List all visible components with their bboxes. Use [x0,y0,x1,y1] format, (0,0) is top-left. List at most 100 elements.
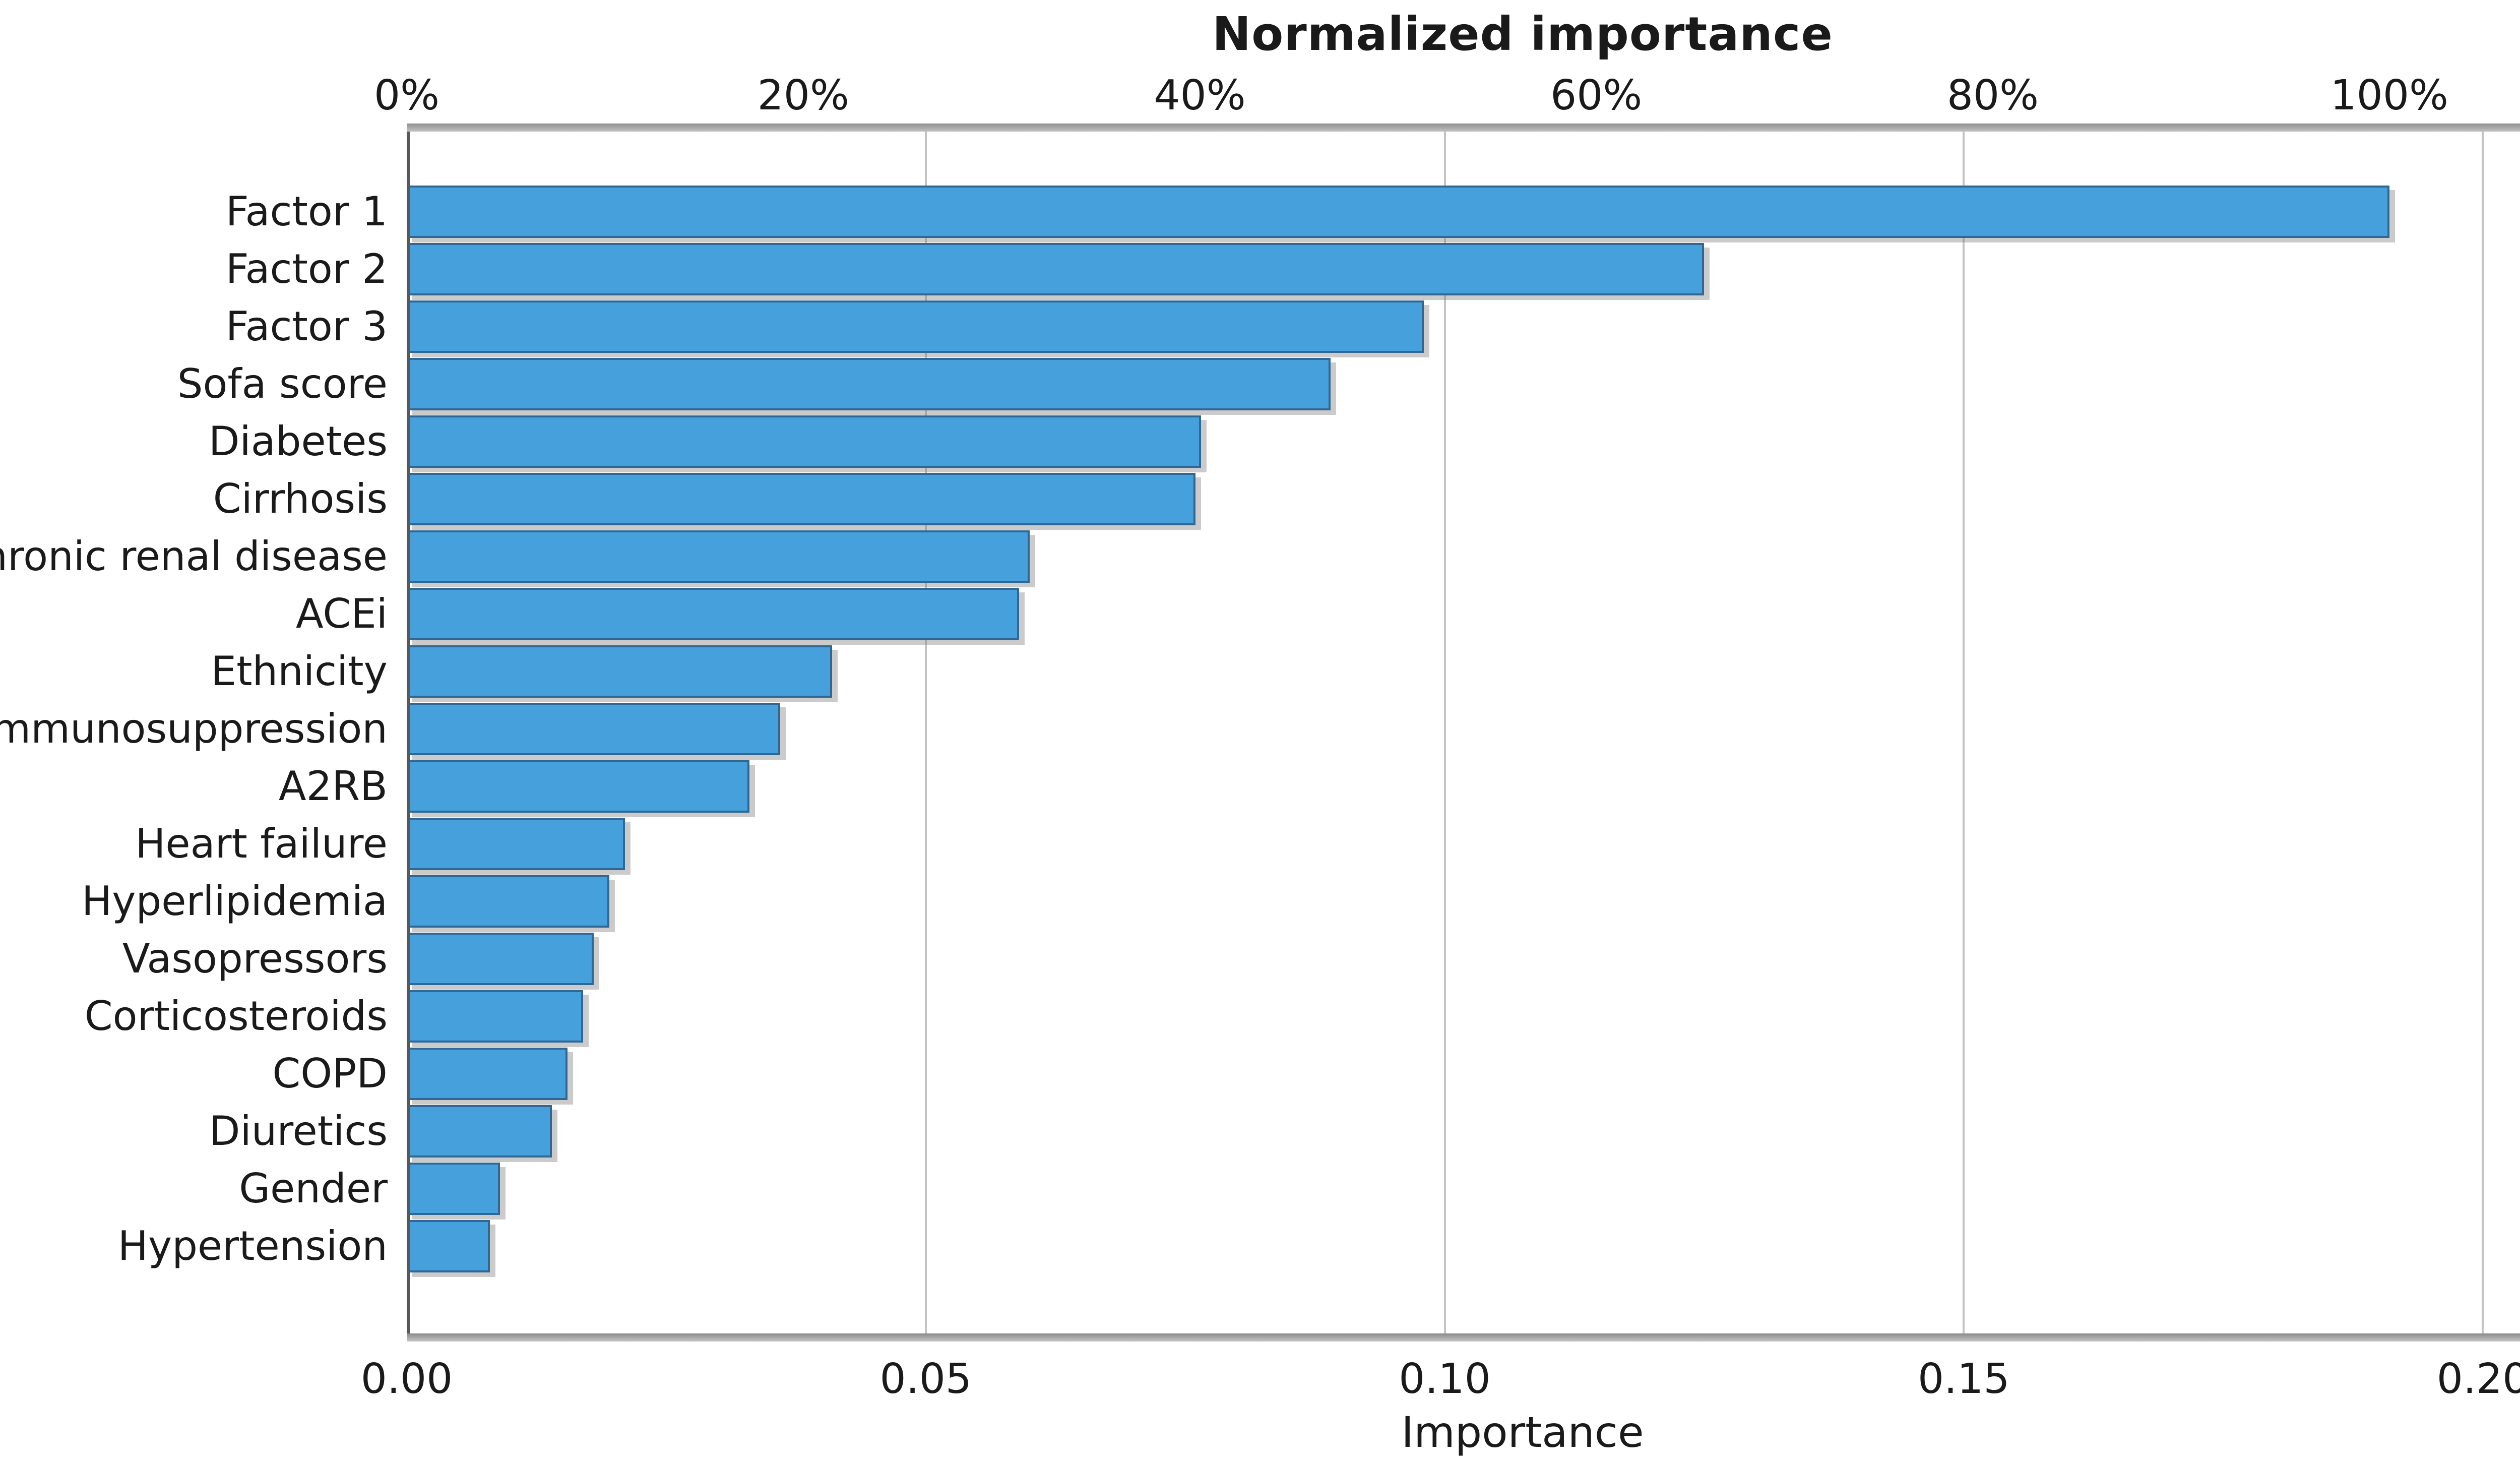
y-label-immunosuppression: Immunosuppression [0,705,388,752]
x-axis-title: Importance [1401,1408,1644,1457]
label-row-a2rb: A2RB [0,758,407,815]
label-row-factor-3: Factor 3 [0,298,407,355]
bar-row-gender [407,1160,2520,1217]
label-row-diuretics: Diuretics [0,1103,407,1160]
y-label-acei: ACEi [296,590,388,637]
bar-row-chronic-renal-disease [407,528,2520,585]
bar-copd [407,1047,568,1101]
top-tick-20%: 20% [757,72,849,119]
label-row-heart-failure: Heart failure [0,815,407,873]
bar-row-immunosuppression [407,700,2520,758]
bar-sofa-score [407,357,1331,411]
label-row-factor-2: Factor 2 [0,240,407,298]
label-row-copd: COPD [0,1045,407,1103]
top-tick-100%: 100% [2330,72,2448,119]
label-row-factor-1: Factor 1 [0,183,407,240]
label-row-vasopressors: Vasopressors [0,930,407,988]
bar-row-hyperlipidemia [407,873,2520,930]
bar-row-diabetes [407,413,2520,470]
bar-heart-failure [407,817,625,871]
y-label-hyperlipidemia: Hyperlipidemia [81,878,388,925]
bar-row-a2rb [407,758,2520,815]
bar-row-hypertension [407,1217,2520,1275]
bar-factor-1 [407,185,2389,238]
bottom-tick-0.00: 0.00 [360,1355,453,1403]
label-row-cirrhosis: Cirrhosis [0,470,407,528]
bar-hypertension [407,1220,490,1273]
y-label-heart-failure: Heart failure [135,820,388,867]
bar-row-factor-2 [407,240,2520,298]
label-row-gender: Gender [0,1160,407,1217]
y-label-factor-3: Factor 3 [225,303,388,350]
bar-row-sofa-score [407,355,2520,413]
gridline-0.15 [1963,132,1965,1333]
label-row-immunosuppression: Immunosuppression [0,700,407,758]
top-tick-60%: 60% [1550,72,1643,119]
gridline-0.20 [2482,132,2484,1333]
y-label-gender: Gender [239,1165,388,1212]
bar-row-ethnicity [407,643,2520,700]
y-label-diabetes: Diabetes [208,418,388,465]
bottom-axis-tick-labels: 0.00 0.05 0.10 0.15 0.20 [361,1355,2520,1411]
bar-row-heart-failure [407,815,2520,873]
bar-gender [407,1162,500,1215]
left-axis-spine [407,132,410,1333]
chart-title: Normalized importance [1212,7,1833,61]
label-row-ethnicity: Ethnicity [0,643,407,700]
y-axis-category-labels: Factor 1 Factor 2 Factor 3 Sofa score Diabet… [0,132,407,1333]
bar-factor-3 [407,300,1424,353]
bar-factor-2 [407,242,1705,296]
label-row-chronic-renal-disease: Chronic renal disease [0,528,407,585]
bar-diuretics [407,1105,552,1158]
bar-ethnicity [407,645,833,698]
y-label-factor-1: Factor 1 [225,188,388,235]
bottom-axis-line [407,1333,2520,1342]
bottom-tick-0.20: 0.20 [2436,1355,2520,1403]
bar-cirrhosis [407,472,1196,526]
y-label-vasopressors: Vasopressors [122,935,388,982]
bar-row-cirrhosis [407,470,2520,528]
gridline-0.05 [924,132,927,1333]
y-label-cirrhosis: Cirrhosis [213,475,388,522]
bar-diabetes [407,415,1201,468]
bar-row-vasopressors [407,930,2520,988]
bar-hyperlipidemia [407,875,609,928]
gridline-0.10 [1443,132,1446,1333]
bottom-tick-0.15: 0.15 [1918,1355,2010,1403]
bars-container [407,132,2520,1333]
top-tick-80%: 80% [1946,72,2039,119]
bar-row-factor-3 [407,298,2520,355]
bottom-tick-0.10: 0.10 [1399,1355,1491,1403]
y-label-ethnicity: Ethnicity [211,648,388,695]
bar-row-acei [407,585,2520,643]
label-row-diabetes: Diabetes [0,413,407,470]
bottom-tick-0.05: 0.05 [879,1355,972,1403]
top-axis-line [407,124,2520,132]
y-label-hypertension: Hypertension [117,1223,388,1269]
label-row-hypertension: Hypertension [0,1217,407,1275]
plot-area [407,132,2520,1333]
top-axis-tick-labels: 0% 20% 40% 60% 80% 100% [374,72,2520,127]
bar-immunosuppression [407,702,781,756]
top-tick-40%: 40% [1154,72,1246,119]
y-label-copd: COPD [272,1050,388,1097]
top-tick-0%: 0% [373,72,440,119]
bar-row-factor-1 [407,183,2520,240]
bar-chronic-renal-disease [407,530,1030,583]
bar-row-copd [407,1045,2520,1103]
label-row-corticosteroids: Corticosteroids [0,988,407,1045]
y-label-sofa-score: Sofa score [177,360,388,407]
bar-row-corticosteroids [407,988,2520,1045]
y-label-factor-2: Factor 2 [225,246,388,292]
y-label-a2rb: A2RB [278,763,388,810]
bar-row-diuretics [407,1103,2520,1160]
y-label-chronic-renal-disease: Chronic renal disease [0,533,388,580]
bar-vasopressors [407,932,594,986]
bar-a2rb [407,760,749,813]
bar-acei [407,587,1020,641]
y-label-corticosteroids: Corticosteroids [84,993,388,1040]
label-row-hyperlipidemia: Hyperlipidemia [0,873,407,930]
label-row-acei: ACEi [0,585,407,643]
label-row-sofa-score: Sofa score [0,355,407,413]
